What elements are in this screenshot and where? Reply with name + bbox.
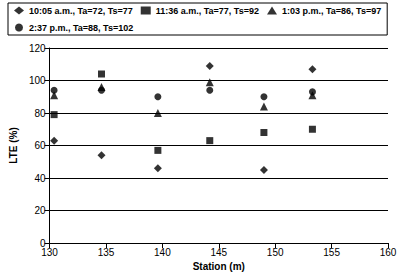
svg-text:11:36 a.m., Ta=77, Ts=92: 11:36 a.m., Ta=77, Ts=92 — [156, 6, 259, 16]
svg-text:10:05 a.m., Ta=72, Ts=77: 10:05 a.m., Ta=72, Ts=77 — [29, 6, 133, 16]
svg-text:100: 100 — [29, 75, 46, 86]
svg-text:135: 135 — [98, 247, 115, 258]
svg-text:160: 160 — [380, 247, 397, 258]
svg-text:40: 40 — [34, 173, 46, 184]
svg-text:145: 145 — [210, 247, 227, 258]
svg-text:LTE (%): LTE (%) — [8, 127, 19, 163]
svg-text:150: 150 — [267, 247, 284, 258]
svg-text:80: 80 — [34, 108, 46, 119]
svg-text:2:37 p.m., Ta=88, Ts=102: 2:37 p.m., Ta=88, Ts=102 — [29, 23, 133, 33]
svg-text:0: 0 — [40, 237, 46, 249]
svg-text:130: 130 — [41, 247, 58, 258]
svg-text:1:03 p.m., Ta=86, Ts=97: 1:03 p.m., Ta=86, Ts=97 — [282, 6, 381, 16]
svg-text:155: 155 — [323, 247, 340, 258]
svg-text:140: 140 — [154, 247, 171, 258]
svg-text:Station (m): Station (m) — [193, 261, 245, 272]
svg-text:120: 120 — [29, 43, 46, 54]
svg-text:20: 20 — [34, 205, 46, 216]
svg-text:60: 60 — [34, 140, 46, 151]
